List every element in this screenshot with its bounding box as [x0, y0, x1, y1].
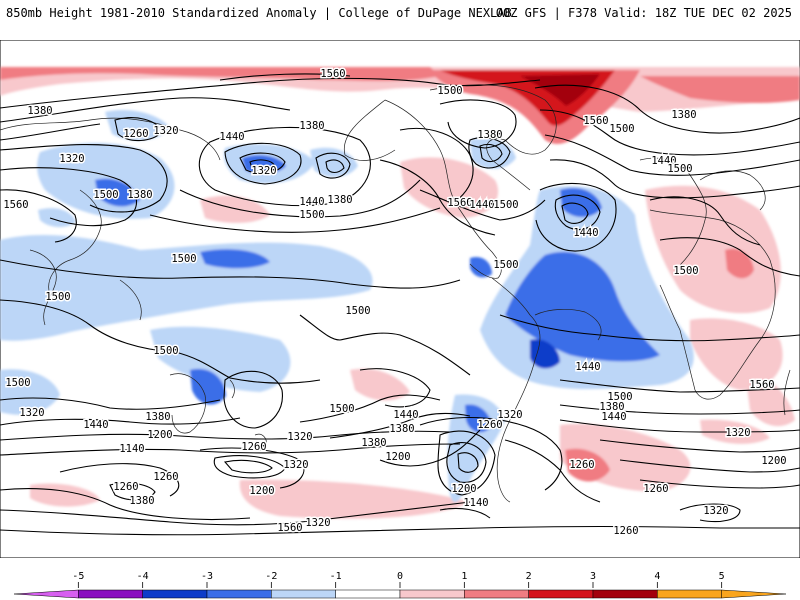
contour-label: 1500 — [493, 259, 518, 271]
model-run-info: 00Z GFS | F378 Valid: 18Z TUE DEC 02 202… — [495, 6, 792, 20]
colorbar-segment — [721, 589, 787, 599]
anomaly-colorbar: -5 -4 -3 -2 -1 0 1 2 3 4 5 — [13, 571, 787, 599]
colorbar-tick-label: 5 — [719, 571, 725, 582]
contour-label: 1560 — [320, 68, 345, 80]
contour-label: 1200 — [249, 485, 274, 497]
contour-label: 1260 — [123, 128, 148, 140]
colorbar-tick-label: 3 — [590, 571, 596, 582]
colorbar-segment — [335, 589, 401, 599]
contour-label: 1320 — [305, 517, 330, 529]
contour-label: 1560 — [447, 197, 472, 209]
contour-label: 1440 — [393, 409, 418, 421]
contour-label: 1500 — [299, 209, 324, 221]
colorbar-segment — [271, 589, 336, 599]
contour-label: 1320 — [251, 165, 276, 177]
contour-label: 1260 — [113, 481, 138, 493]
contour-label: 1380 — [361, 437, 386, 449]
colorbar-segment — [78, 589, 143, 599]
contour-label: 1380 — [129, 495, 154, 507]
contour-label: 1380 — [389, 423, 414, 435]
contour-labels: 1560 1500 1380 1260 1320 1440 1380 1320 … — [2, 67, 788, 539]
colorbar-ticks: -5 -4 -3 -2 -1 0 1 2 3 4 5 — [72, 571, 725, 588]
colorbar-tick-label: -4 — [137, 571, 149, 582]
contour-label: 1380 — [599, 401, 624, 413]
map-title: 850mb Height 1981-2010 Standardized Anom… — [6, 6, 512, 20]
contour-label: 1500 — [607, 391, 632, 403]
colorbar-segment — [399, 589, 465, 599]
contour-label: 1440 — [219, 131, 244, 143]
contour-label: 1440 — [469, 199, 494, 211]
contour-label: 1440 — [651, 155, 676, 167]
colorbar-segment — [13, 589, 79, 599]
contour-label: 1440 — [299, 196, 324, 208]
colorbar-tick-label: 4 — [654, 571, 660, 582]
contour-label: 1560 — [749, 379, 774, 391]
weather-map: 1560 1500 1380 1260 1320 1440 1380 1320 … — [0, 40, 800, 558]
contour-label: 1500 — [329, 403, 354, 415]
colorbar-tick-label: 0 — [397, 571, 403, 582]
contour-label: 1320 — [287, 431, 312, 443]
colorbar-tick-label: -3 — [201, 571, 213, 582]
contour-label: 1320 — [725, 427, 750, 439]
contour-label: 1500 — [673, 265, 698, 277]
contour-label: 1200 — [451, 483, 476, 495]
positive-anomaly-layer — [0, 67, 800, 519]
contour-label: 1320 — [703, 505, 728, 517]
contour-label: 1440 — [573, 227, 598, 239]
contour-label: 1500 — [493, 199, 518, 211]
height-contours — [0, 73, 800, 536]
colorbar-tick-label: -1 — [330, 571, 342, 582]
contour-label: 1320 — [283, 459, 308, 471]
contour-label: 1500 — [93, 189, 118, 201]
contour-label: 1140 — [119, 443, 144, 455]
contour-label: 1200 — [147, 429, 172, 441]
contour-label: 1320 — [19, 407, 44, 419]
colorbar-segment — [528, 589, 594, 599]
colorbar-segment — [657, 589, 722, 599]
contour-label: 1380 — [127, 189, 152, 201]
contour-label: 1500 — [345, 305, 370, 317]
header: 850mb Height 1981-2010 Standardized Anom… — [0, 0, 800, 40]
contour-label: 1560 — [583, 115, 608, 127]
contour-label: 1500 — [45, 291, 70, 303]
contour-label: 1500 — [171, 253, 196, 265]
contour-label: 1200 — [385, 451, 410, 463]
contour-label: 1440 — [601, 411, 626, 423]
colorbar-segment — [206, 589, 272, 599]
contour-label: 1140 — [463, 497, 488, 509]
contour-label: 1560 — [3, 199, 28, 211]
contour-label: 1380 — [145, 411, 170, 423]
contour-label: 1260 — [643, 483, 668, 495]
colorbar-segment — [592, 589, 658, 599]
contour-label: 1380 — [27, 105, 52, 117]
colorbar-tick-label: -5 — [72, 571, 84, 582]
contour-label: 1320 — [59, 153, 84, 165]
contour-label: 1560 — [277, 522, 302, 534]
contour-label: 1260 — [613, 525, 638, 537]
contour-label: 1260 — [477, 419, 502, 431]
contour-label: 1500 — [437, 85, 462, 97]
contour-label: 1500 — [5, 377, 30, 389]
colorbar-segment — [464, 589, 529, 599]
colorbar-tick-label: -2 — [265, 571, 277, 582]
contour-label: 1380 — [327, 194, 352, 206]
contour-label: 1500 — [667, 163, 692, 175]
contour-label: 1440 — [83, 419, 108, 431]
colorbar-segments — [13, 589, 787, 599]
contour-label: 1260 — [569, 459, 594, 471]
contour-label: 1380 — [477, 129, 502, 141]
contour-label: 1200 — [761, 455, 786, 467]
contour-label: 1380 — [671, 109, 696, 121]
contour-label: 1260 — [153, 471, 178, 483]
contour-label: 1500 — [609, 123, 634, 135]
colorbar-segment — [142, 589, 208, 599]
contour-label: 1320 — [497, 409, 522, 421]
contour-label: 1500 — [153, 345, 178, 357]
colorbar-tick-label: 1 — [461, 571, 467, 582]
colorbar-tick-label: 2 — [526, 571, 532, 582]
contour-label: 1260 — [241, 441, 266, 453]
contour-label: 1440 — [575, 361, 600, 373]
contour-label: 1320 — [153, 125, 178, 137]
contour-label: 1380 — [299, 120, 324, 132]
